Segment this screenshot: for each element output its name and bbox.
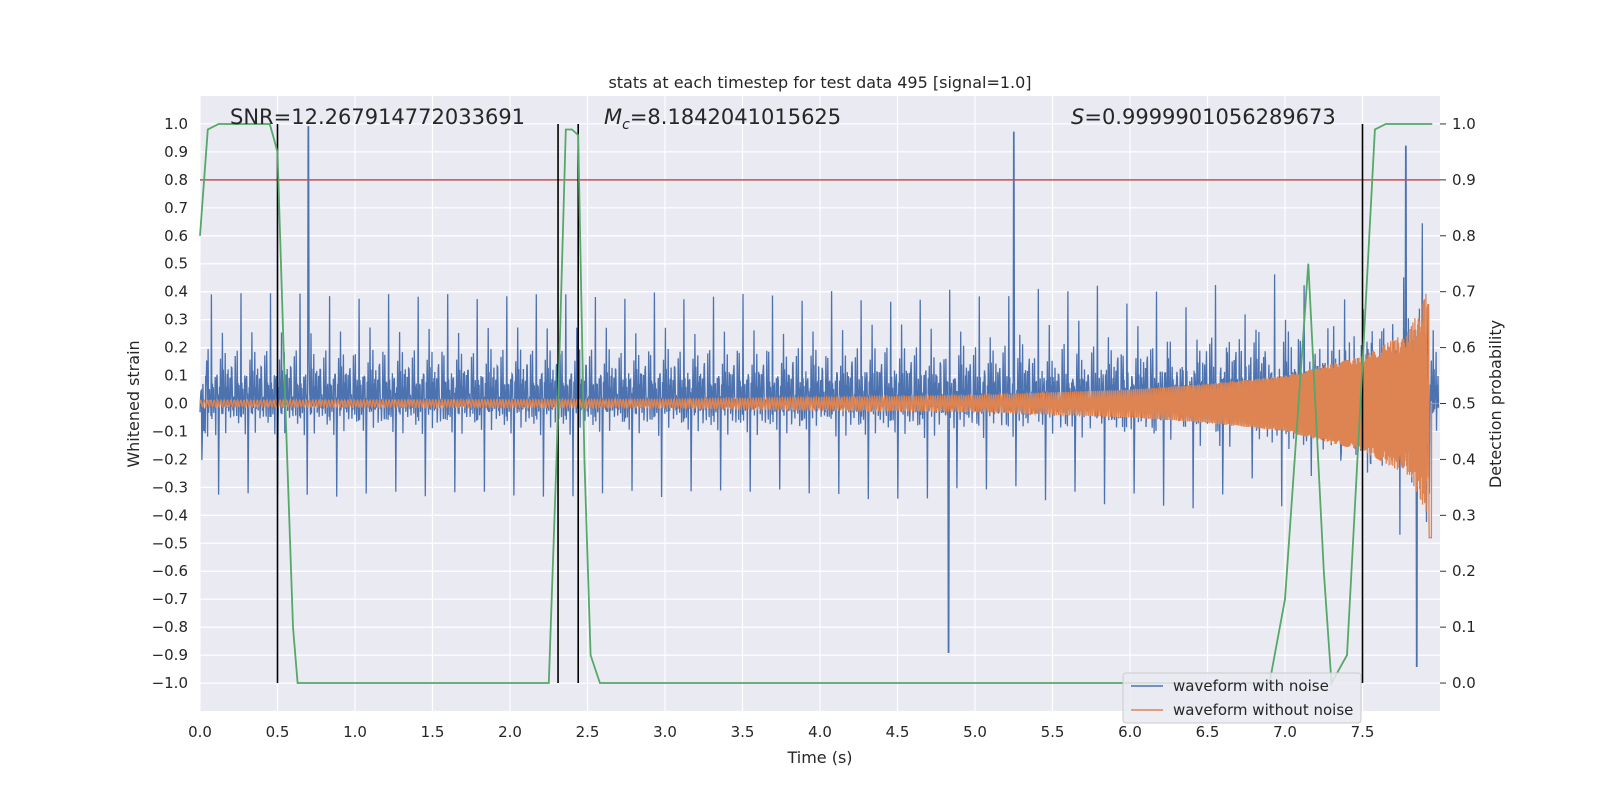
chirp-mass-value: =8.1842041015625 xyxy=(630,105,841,129)
x-tick-label: 0.5 xyxy=(266,723,290,741)
y-tick-label: 0.3 xyxy=(164,311,188,329)
legend-label-noise: waveform with noise xyxy=(1173,677,1329,695)
x-tick-label: 5.5 xyxy=(1041,723,1065,741)
y2-tick-label: 0.3 xyxy=(1452,506,1476,524)
y2-tick-label: 0.4 xyxy=(1452,450,1476,468)
y2-tick-label: 0.7 xyxy=(1452,283,1476,301)
x-tick-label: 2.0 xyxy=(498,723,522,741)
chirp-mass-subscript: c xyxy=(622,117,630,133)
x-tick-label: 5.0 xyxy=(963,723,987,741)
x-axis-label: Time (s) xyxy=(786,748,852,767)
x-tick-label: 4.5 xyxy=(886,723,910,741)
s-annotation: S=0.9999901056289673 xyxy=(1071,105,1336,129)
y-tick-label: 0.0 xyxy=(164,395,188,413)
y-axis-label: Whitened strain xyxy=(124,340,143,467)
x-tick-label: 6.0 xyxy=(1118,723,1142,741)
y-tick-label: −0.4 xyxy=(152,506,188,524)
y-tick-label: −0.5 xyxy=(152,534,188,552)
y-tick-label: 0.1 xyxy=(164,367,188,385)
x-tick-label: 4.0 xyxy=(808,723,832,741)
clean-waveform-line xyxy=(199,293,1439,539)
y-tick-label: −0.6 xyxy=(152,562,188,580)
x-tick-label: 1.0 xyxy=(343,723,367,741)
y-tick-label: 0.5 xyxy=(164,255,188,273)
y-tick-label: 0.9 xyxy=(164,143,188,161)
series-waveform-without-noise xyxy=(199,293,1439,539)
y-tick-label: 0.6 xyxy=(164,227,188,245)
y2-tick-label: 0.9 xyxy=(1452,171,1476,189)
y-tick-label: 0.4 xyxy=(164,283,188,301)
x-tick-label: 0.0 xyxy=(188,723,212,741)
tick-labels: 0.0 0.5 1.0 1.5 2.0 2.5 3.0 3.5 4.0 4.5 5.0 5.5 6.0 6… xyxy=(152,115,1476,741)
y-tick-label: −0.3 xyxy=(152,478,188,496)
y-tick-label: −0.7 xyxy=(152,590,188,608)
y-tick-label: −0.8 xyxy=(152,618,188,636)
chart-title: stats at each timestep for test data 495… xyxy=(608,73,1031,92)
y-tick-label: −0.2 xyxy=(152,450,188,468)
y2-axis-label: Detection probability xyxy=(1486,320,1505,488)
x-tick-label: 1.5 xyxy=(421,723,445,741)
y-tick-label: −0.1 xyxy=(152,422,188,440)
y-tick-label: 0.8 xyxy=(164,171,188,189)
y2-tick-label: 0.0 xyxy=(1452,674,1476,692)
s-symbol: S xyxy=(1071,105,1084,129)
x-tick-label: 3.5 xyxy=(731,723,755,741)
chirp-mass-symbol: M xyxy=(604,105,622,129)
x-tick-label: 7.0 xyxy=(1273,723,1297,741)
y2-tick-label: 1.0 xyxy=(1452,115,1476,133)
s-value: =0.9999901056289673 xyxy=(1084,105,1335,129)
y-tick-label: 0.7 xyxy=(164,199,188,217)
y2-tick-label: 0.8 xyxy=(1452,227,1476,245)
y2-tick-label: 0.6 xyxy=(1452,339,1476,357)
x-tick-label: 6.5 xyxy=(1196,723,1220,741)
y-tick-label: −1.0 xyxy=(152,674,188,692)
y-tick-label: 0.2 xyxy=(164,339,188,357)
x-tick-label: 7.5 xyxy=(1351,723,1375,741)
y2-tick-label: 0.2 xyxy=(1452,562,1476,580)
y-tick-label: 1.0 xyxy=(164,115,188,133)
legend: waveform with noise waveform without noi… xyxy=(1122,672,1362,724)
chirp-mass-annotation: Mc=8.1842041015625 xyxy=(604,105,841,133)
legend-label-clean: waveform without noise xyxy=(1173,701,1353,719)
y2-tick-label: 0.5 xyxy=(1452,395,1476,413)
x-tick-label: 2.5 xyxy=(576,723,600,741)
snr-annotation: SNR=12.267914772033691 xyxy=(230,105,525,129)
legend-box xyxy=(1122,672,1362,724)
y-tick-label: −0.9 xyxy=(152,646,188,664)
x-tick-label: 3.0 xyxy=(653,723,677,741)
y2-tick-label: 0.1 xyxy=(1452,618,1476,636)
